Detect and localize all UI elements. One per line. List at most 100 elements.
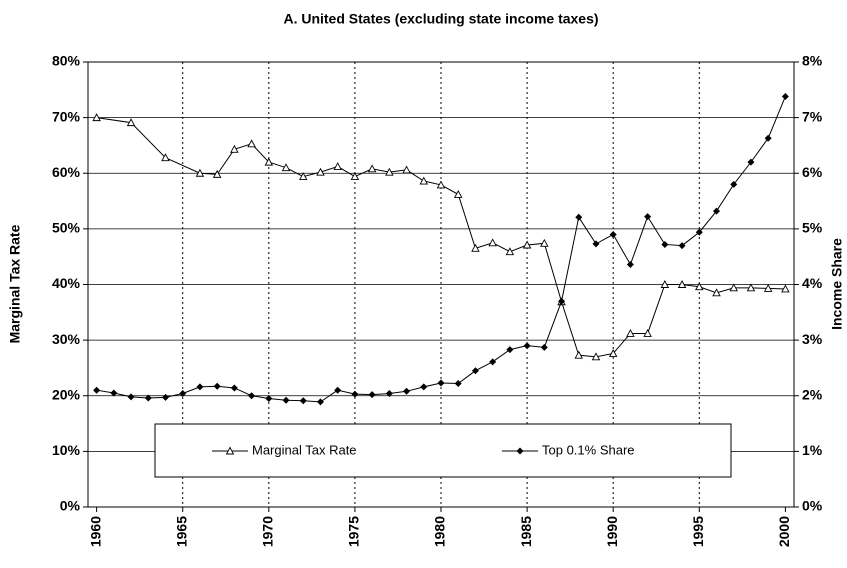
marker bbox=[574, 350, 584, 359]
marker bbox=[695, 228, 703, 236]
marker bbox=[746, 283, 756, 292]
y2-axis-label: Income Share bbox=[829, 238, 845, 330]
marker bbox=[609, 230, 617, 238]
marker bbox=[608, 349, 618, 357]
chart-title: A. United States (excluding state income… bbox=[283, 11, 598, 27]
marker bbox=[713, 207, 721, 215]
marker bbox=[471, 243, 480, 252]
marker bbox=[575, 213, 583, 221]
marker bbox=[437, 379, 445, 387]
marker bbox=[626, 329, 635, 337]
legend-marker bbox=[516, 447, 524, 455]
y2-tick-label: 3% bbox=[802, 331, 823, 347]
marker bbox=[643, 329, 652, 337]
y-tick-label: 30% bbox=[52, 331, 81, 347]
x-tick-label: 1990 bbox=[604, 516, 620, 547]
marker bbox=[522, 240, 532, 249]
marker bbox=[781, 284, 790, 293]
legend-label: Marginal Tax Rate bbox=[252, 442, 357, 457]
y2-tick-label: 1% bbox=[802, 442, 823, 458]
y2-tick-label: 4% bbox=[802, 275, 823, 291]
marker bbox=[281, 163, 291, 172]
y-tick-label: 60% bbox=[52, 164, 81, 180]
marker bbox=[764, 134, 772, 142]
marker bbox=[93, 386, 101, 394]
marker bbox=[161, 153, 170, 162]
y-tick-label: 0% bbox=[60, 498, 81, 514]
y2-tick-label: 5% bbox=[802, 220, 823, 236]
plot-frame bbox=[87, 61, 795, 508]
marker bbox=[644, 213, 652, 221]
marker bbox=[730, 180, 738, 188]
marker bbox=[540, 343, 548, 351]
marker bbox=[558, 297, 566, 305]
marker bbox=[763, 283, 773, 292]
marker bbox=[660, 280, 670, 288]
marker bbox=[489, 358, 497, 366]
marker bbox=[419, 176, 429, 185]
x-tick-label: 1970 bbox=[260, 516, 276, 547]
marker bbox=[712, 288, 721, 297]
marker bbox=[110, 389, 118, 397]
y-tick-label: 50% bbox=[52, 220, 81, 236]
y-axis-label: Marginal Tax Rate bbox=[7, 224, 23, 343]
marker bbox=[592, 240, 600, 248]
x-tick-label: 1995 bbox=[690, 516, 706, 547]
marker bbox=[248, 392, 256, 400]
marker bbox=[505, 247, 515, 256]
marker bbox=[488, 238, 497, 247]
marker bbox=[747, 158, 755, 166]
marker bbox=[179, 390, 187, 398]
marker bbox=[316, 167, 325, 176]
y-tick-label: 10% bbox=[52, 442, 81, 458]
x-tick-label: 1975 bbox=[346, 516, 362, 547]
marker bbox=[471, 367, 479, 375]
x-tick-label: 1960 bbox=[87, 516, 103, 547]
marker bbox=[144, 394, 152, 402]
marker bbox=[247, 139, 256, 148]
legend-label: Top 0.1% Share bbox=[542, 442, 635, 457]
legend: Marginal Tax Rate Top 0.1% Share bbox=[154, 423, 732, 478]
marker bbox=[213, 382, 221, 390]
y2-tick-label: 6% bbox=[802, 164, 823, 180]
marker bbox=[678, 242, 686, 250]
marker bbox=[334, 386, 342, 394]
marker bbox=[661, 240, 669, 248]
marker bbox=[402, 165, 411, 174]
y2-tick-label: 8% bbox=[802, 53, 823, 69]
marker bbox=[298, 172, 308, 181]
y2-tick-label: 2% bbox=[802, 386, 823, 402]
marker bbox=[92, 113, 101, 122]
marker bbox=[385, 390, 393, 398]
marker bbox=[436, 180, 446, 189]
marker bbox=[677, 280, 687, 288]
marker bbox=[196, 383, 204, 391]
marker bbox=[781, 92, 789, 100]
x-tick-label: 2000 bbox=[776, 516, 792, 547]
marker bbox=[367, 164, 377, 173]
marker bbox=[282, 396, 290, 404]
marker bbox=[126, 118, 136, 127]
marker bbox=[695, 282, 704, 291]
marker bbox=[453, 189, 463, 198]
marker bbox=[350, 172, 360, 181]
marker bbox=[127, 393, 135, 401]
marker bbox=[316, 398, 324, 406]
marker bbox=[729, 283, 738, 292]
y-tick-label: 20% bbox=[52, 386, 81, 402]
marker bbox=[161, 393, 169, 401]
marker bbox=[265, 395, 273, 403]
marker bbox=[299, 397, 307, 405]
legend-marker bbox=[225, 446, 235, 455]
x-tick-label: 1985 bbox=[518, 516, 534, 547]
marker bbox=[230, 144, 239, 153]
legend-box bbox=[154, 423, 732, 478]
marker bbox=[403, 387, 411, 395]
marker bbox=[626, 260, 634, 268]
marker bbox=[264, 157, 274, 166]
y-tick-label: 40% bbox=[52, 275, 81, 291]
marker bbox=[454, 380, 462, 388]
marker bbox=[506, 346, 514, 354]
marker bbox=[385, 167, 394, 176]
